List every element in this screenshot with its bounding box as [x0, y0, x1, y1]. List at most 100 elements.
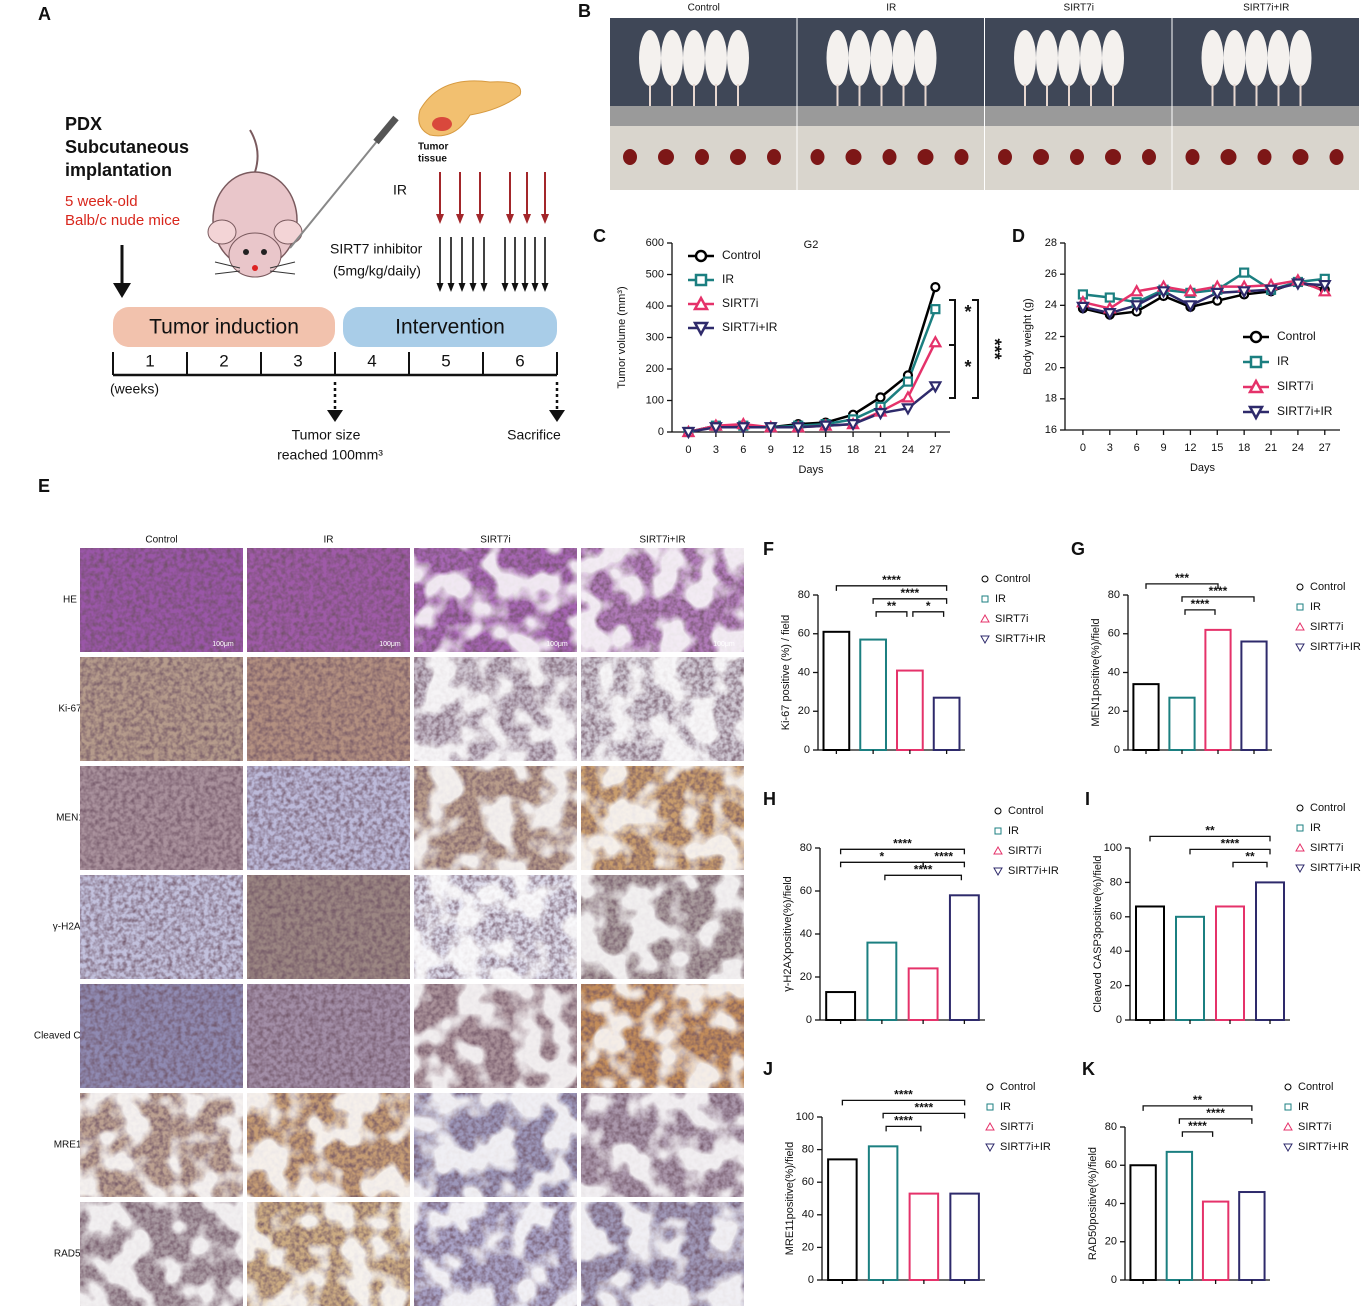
bar [1255, 881, 1285, 1022]
significance-label: ** [1205, 824, 1215, 838]
significance-bracket [1145, 583, 1219, 589]
histology-gaps [247, 1202, 410, 1306]
ir-arrow-head [541, 214, 549, 224]
marker [901, 390, 915, 403]
significance-bracket [1178, 1118, 1253, 1124]
marker [1295, 643, 1305, 653]
y-tick-label: 60 [1108, 628, 1120, 640]
mouse-photo [1201, 30, 1224, 86]
histology-gaps [414, 548, 577, 652]
significance-label: **** [901, 586, 920, 600]
marker [694, 249, 708, 263]
legend-label: IR [995, 593, 1006, 605]
significance-label: * [964, 357, 971, 377]
y-tick-label: 0 [1116, 1014, 1122, 1026]
y-tick-label: 40 [1108, 666, 1120, 678]
drug-arrow-head [511, 283, 519, 292]
photo-ruler [610, 106, 797, 126]
histology-column: SIRT7i [480, 535, 510, 546]
marker [1291, 278, 1305, 291]
x-tick-label: 24 [1292, 442, 1304, 454]
marker [981, 575, 989, 583]
significance-bracket [1149, 835, 1271, 842]
legend-label: SIRT7i+IR [995, 633, 1046, 645]
histology-gaps [414, 984, 577, 1088]
significance-bracket [885, 1125, 922, 1132]
marker [928, 381, 943, 394]
y-tick-label: 0 [1111, 1274, 1117, 1286]
legend-label: SIRT7i [1008, 845, 1041, 857]
ir-arrow-head [523, 214, 531, 224]
mice-text: 5 week-old [65, 193, 138, 210]
legend-label: SIRT7i+IR [1310, 862, 1361, 874]
y-tick-label: 60 [802, 1176, 814, 1188]
milestone: Tumor size [292, 427, 361, 443]
mouse-nose [252, 265, 258, 271]
week-label: 4 [367, 351, 376, 370]
histology-gaps [414, 1202, 577, 1306]
marker [694, 273, 708, 287]
y-tick-label: 100 [1104, 842, 1122, 854]
mouse-ear [273, 219, 303, 245]
marker [930, 304, 941, 315]
histology-texture [247, 766, 410, 870]
marker [763, 422, 778, 435]
ir-arrow-head [476, 214, 484, 224]
panel-letter: H [763, 789, 776, 809]
x-tick-label: 18 [847, 444, 859, 456]
y-tick-label: 28 [1045, 237, 1057, 249]
phase-box [343, 307, 557, 347]
marker [1156, 286, 1171, 299]
panel-letter: I [1085, 789, 1090, 809]
marker [1183, 300, 1198, 313]
bar [1215, 905, 1245, 1021]
y-axis-label: MRE11positive(%)/field [784, 1142, 796, 1256]
y-tick-label: 20 [802, 1241, 814, 1253]
significance-label: **** [934, 849, 953, 863]
x-tick-label: 3 [1107, 442, 1113, 454]
tumor-photo [1142, 149, 1156, 165]
significance-bracket [841, 1099, 966, 1106]
marker [994, 827, 1002, 835]
marker [993, 845, 1003, 855]
arrow-head [113, 283, 131, 298]
milestone-line [333, 382, 559, 412]
significance-bracket [1142, 1105, 1253, 1111]
photo-label: IR [886, 3, 896, 14]
phase-label: Intervention [395, 316, 505, 339]
histology-gaps [414, 875, 577, 979]
y-tick-label: 20 [800, 971, 812, 983]
bar [859, 638, 887, 751]
drug-arrow-head [436, 283, 444, 292]
week-label: 6 [515, 351, 524, 370]
tumor-photo [1257, 149, 1272, 165]
significance-bracket [882, 1112, 966, 1119]
bar [1132, 683, 1160, 751]
series-line [688, 341, 937, 434]
y-tick-label: 0 [808, 1274, 814, 1286]
legend-label: SIRT7i+IR [1008, 865, 1059, 877]
tumor-photo [695, 149, 709, 165]
tumor-photo [730, 149, 746, 165]
tumor-photo [658, 149, 674, 165]
legend-label: IR [722, 272, 734, 286]
x-tick-label: 6 [740, 444, 746, 456]
marker [709, 422, 723, 435]
legend-label: SIRT7i [1310, 842, 1343, 854]
photo-ruler [985, 106, 1172, 126]
marker [692, 321, 710, 337]
diagram-title: PDX [65, 114, 102, 134]
marker [1283, 1121, 1293, 1131]
ir-arrow-head [506, 214, 514, 224]
histology-row: HE [63, 595, 77, 606]
marker [902, 376, 914, 387]
milestone: Sacrifice [507, 427, 561, 443]
significance-bracket [875, 611, 908, 617]
y-tick-label: 100 [796, 1111, 814, 1123]
significance-label: * [926, 599, 931, 613]
y-tick-label: 20 [1045, 362, 1057, 374]
y-tick-label: 24 [1045, 299, 1057, 311]
significance-label: ** [1245, 850, 1255, 864]
inhibitor-label: (5mg/kg/daily) [333, 263, 421, 279]
x-tick-label: 9 [768, 444, 774, 456]
